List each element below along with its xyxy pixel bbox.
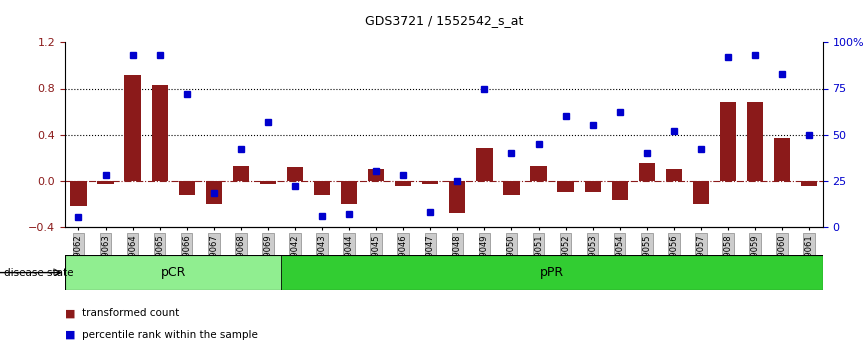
Bar: [666, 169, 682, 181]
FancyBboxPatch shape: [281, 255, 823, 290]
Bar: [97, 181, 113, 184]
Bar: [693, 181, 709, 204]
Bar: [503, 181, 520, 195]
Bar: [205, 181, 222, 204]
Bar: [530, 166, 546, 181]
Bar: [638, 163, 655, 181]
Bar: [746, 102, 763, 181]
Bar: [260, 181, 276, 184]
Bar: [313, 181, 330, 195]
Bar: [341, 181, 357, 204]
Text: pPR: pPR: [540, 266, 564, 279]
Bar: [449, 181, 465, 213]
Text: percentile rank within the sample: percentile rank within the sample: [82, 330, 258, 339]
Bar: [368, 169, 385, 181]
Bar: [585, 181, 601, 192]
Text: pCR: pCR: [160, 266, 186, 279]
Text: ■: ■: [65, 330, 75, 339]
Bar: [774, 138, 790, 181]
Text: ■: ■: [65, 308, 75, 318]
Bar: [720, 102, 736, 181]
Bar: [70, 181, 87, 206]
Bar: [422, 181, 438, 184]
Bar: [152, 85, 168, 181]
Bar: [476, 148, 493, 181]
Bar: [395, 181, 411, 186]
Bar: [125, 75, 140, 181]
Bar: [558, 181, 573, 192]
Text: disease state: disease state: [4, 268, 74, 278]
Bar: [287, 167, 303, 181]
Bar: [178, 181, 195, 195]
Bar: [611, 181, 628, 200]
Bar: [233, 166, 249, 181]
FancyBboxPatch shape: [65, 255, 281, 290]
Text: transformed count: transformed count: [82, 308, 179, 318]
Text: GDS3721 / 1552542_s_at: GDS3721 / 1552542_s_at: [365, 13, 523, 27]
Bar: [801, 181, 818, 186]
